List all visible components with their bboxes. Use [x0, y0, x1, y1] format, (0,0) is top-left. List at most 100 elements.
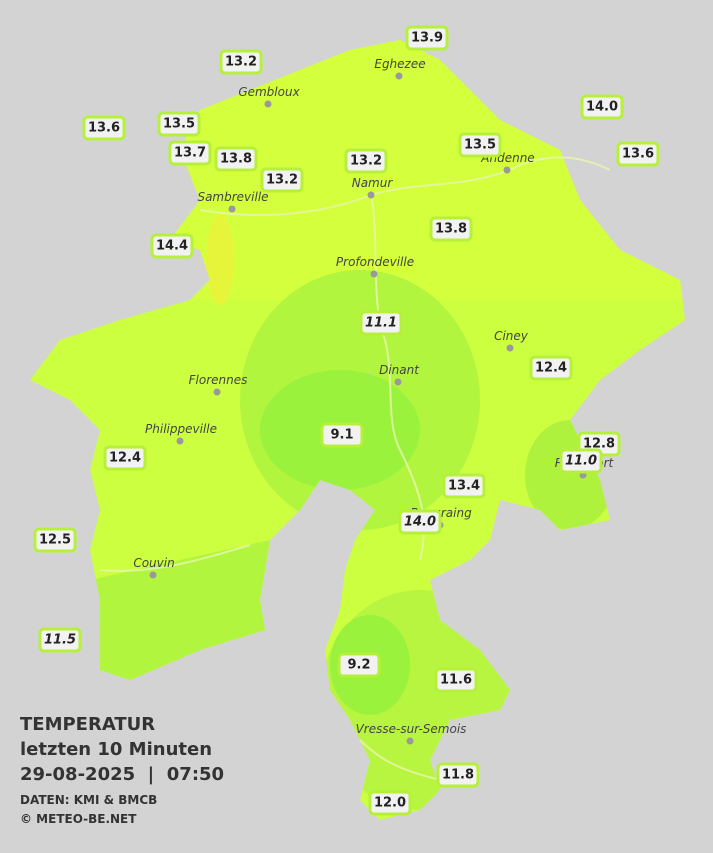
station-value: 12.4 [535, 361, 567, 376]
station-box [529, 355, 573, 381]
city-label: Eghezee [374, 57, 425, 71]
city-label: Sambreville [197, 190, 268, 204]
station-value: 9.2 [347, 658, 370, 673]
city-dot [228, 205, 236, 213]
city-label: Florennes [189, 373, 248, 387]
station-box [398, 509, 442, 535]
city-dot [367, 191, 375, 199]
station: 13.9 [405, 25, 449, 51]
station: 12.4 [103, 445, 147, 471]
station-value: 11.0 [565, 454, 597, 469]
station: 9.1 [320, 422, 364, 448]
station-box [442, 473, 486, 499]
station-box [150, 233, 194, 259]
station-value: 13.5 [163, 117, 195, 132]
station-value: 12.5 [39, 533, 71, 548]
station-box [436, 762, 480, 788]
legend-datetime: 29-08-2025 | 07:50 [20, 764, 224, 785]
station-box [260, 167, 304, 193]
station: 13.2 [344, 148, 388, 174]
station-box [82, 115, 126, 141]
station-box [219, 49, 263, 75]
station-box [214, 146, 258, 172]
station: 9.2 [337, 652, 381, 678]
station: 13.2 [260, 167, 304, 193]
legend-source: DATEN: KMI & BMCB [20, 793, 157, 807]
station-box [344, 148, 388, 174]
station-value: 11.6 [440, 673, 472, 688]
station-box [368, 790, 412, 816]
station: 12.5 [33, 527, 77, 553]
station-box [616, 141, 660, 167]
station-value: 12.4 [109, 451, 141, 466]
station: 13.7 [168, 140, 212, 166]
city-label: Gembloux [238, 85, 300, 99]
city-label: Ciney [494, 329, 529, 343]
station: 11.5 [38, 627, 82, 653]
city-dot [503, 166, 511, 174]
station-box [320, 422, 364, 448]
city-dot [213, 388, 221, 396]
station: 14.0 [580, 94, 624, 120]
city-label: Dinant [379, 363, 420, 377]
city-dot [394, 378, 402, 386]
city-dot [506, 344, 514, 352]
station-box [157, 111, 201, 137]
legend: TEMPERATUR letzten 10 Minuten 29-08-2025… [20, 714, 224, 826]
station-value: 13.6 [88, 121, 120, 136]
station: 11.1 [359, 310, 403, 336]
city-dot [406, 737, 414, 745]
station-value: 13.4 [448, 479, 480, 494]
station: 11.6 [434, 667, 478, 693]
legend-period: letzten 10 Minuten [20, 739, 212, 760]
station-box [33, 527, 77, 553]
station: 12.0 [368, 790, 412, 816]
station-value: 13.8 [220, 152, 252, 167]
city-dot [149, 571, 157, 579]
station-box [337, 652, 381, 678]
city-label: Profondeville [336, 255, 414, 269]
station-box [580, 94, 624, 120]
city-label: Couvin [133, 556, 174, 570]
station-box [359, 310, 403, 336]
station-box [429, 216, 473, 242]
station: 13.4 [442, 473, 486, 499]
station-box [458, 132, 502, 158]
city-label: Vresse-sur-Semois [356, 722, 467, 736]
station-box [434, 667, 478, 693]
station: 13.2 [219, 49, 263, 75]
station: 14.4 [150, 233, 194, 259]
station: 13.8 [429, 216, 473, 242]
city-dot [395, 72, 403, 80]
station: 12.4 [529, 355, 573, 381]
station-value: 14.4 [156, 239, 188, 254]
station-value: 14.0 [404, 515, 436, 530]
station-value: 13.8 [435, 222, 467, 237]
station-value: 13.2 [266, 173, 298, 188]
station-value: 11.8 [442, 768, 474, 783]
station-value: 9.1 [330, 428, 353, 443]
city-label: Philippeville [145, 422, 217, 436]
station-value: 12.0 [374, 796, 406, 811]
station: 14.0 [398, 509, 442, 535]
station-value: 13.2 [350, 154, 382, 169]
station-value: 13.6 [622, 147, 654, 162]
station-box [405, 25, 449, 51]
station-box [168, 140, 212, 166]
station-value: 13.7 [174, 146, 206, 161]
station-value: 13.5 [464, 138, 496, 153]
station: 11.0 [559, 448, 603, 474]
station: 13.6 [616, 141, 660, 167]
city-dot [370, 270, 378, 278]
station-box [559, 448, 603, 474]
station: 11.8 [436, 762, 480, 788]
station: 13.6 [82, 115, 126, 141]
station: 13.8 [214, 146, 258, 172]
station-value: 11.1 [365, 316, 397, 331]
station-value: 13.2 [225, 55, 257, 70]
station-box [103, 445, 147, 471]
station-value: 13.9 [411, 31, 443, 46]
station: 13.5 [458, 132, 502, 158]
city-dot [176, 437, 184, 445]
